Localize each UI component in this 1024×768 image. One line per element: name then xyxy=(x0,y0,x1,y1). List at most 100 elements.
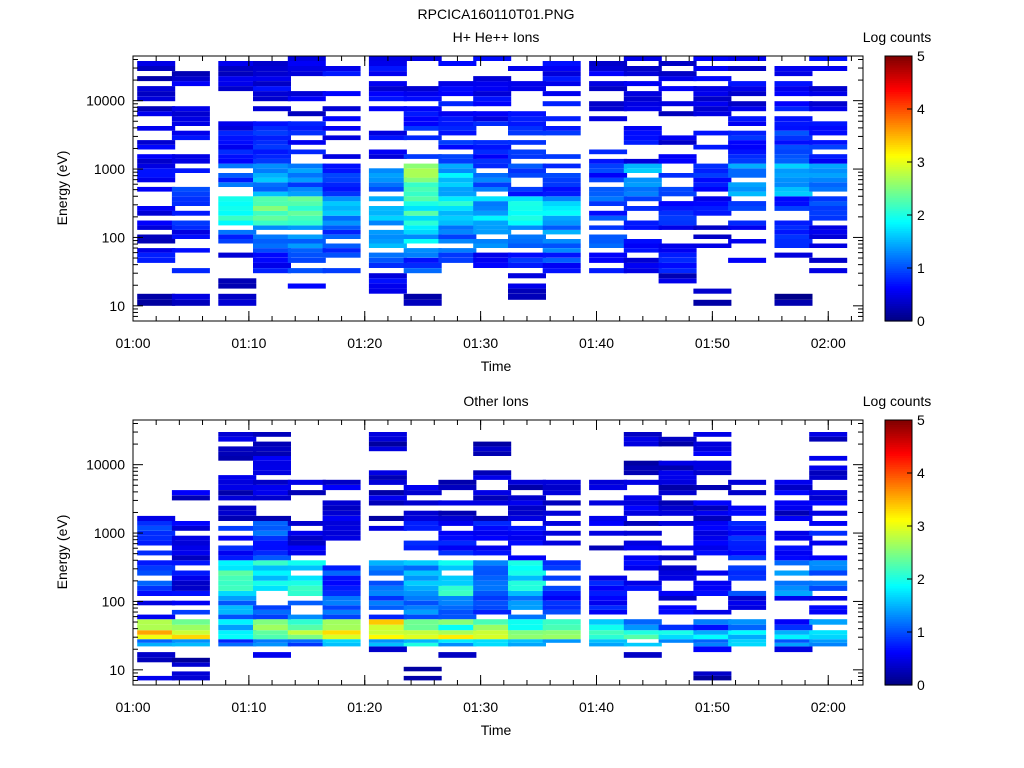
spectrogram-cell xyxy=(438,234,477,239)
spectrogram-cell xyxy=(693,590,732,596)
spectrogram-cell xyxy=(473,609,512,615)
spectrogram-cell xyxy=(368,173,407,178)
spectrogram-cell xyxy=(542,126,581,131)
spectrogram-cell xyxy=(728,186,767,192)
colorbar-segment xyxy=(885,486,912,490)
spectrogram-cell xyxy=(693,182,732,187)
colorbar-segment xyxy=(885,585,912,589)
spectrogram-cell xyxy=(171,201,210,206)
spectrogram-cell xyxy=(542,510,581,516)
spectrogram-cell xyxy=(287,243,326,248)
spectrogram-cell xyxy=(589,158,628,164)
spectrogram-cell xyxy=(171,525,210,531)
spectrogram-cell xyxy=(287,545,326,551)
spectrogram-cell xyxy=(693,550,732,556)
x-tick-label: 01:00 xyxy=(115,335,150,351)
spectrogram-cell xyxy=(438,605,477,610)
spectrogram-cell xyxy=(774,490,813,496)
colorbar-segment xyxy=(885,128,912,132)
spectrogram-cell xyxy=(438,642,477,647)
spectrogram-cell xyxy=(693,86,732,92)
spectrogram-cell xyxy=(623,248,662,253)
spectrogram-cell xyxy=(137,675,176,681)
x-tick-label: 02:00 xyxy=(811,699,846,715)
spectrogram-cell xyxy=(368,61,407,66)
colorbar-segment xyxy=(885,155,912,159)
spectrogram-cell xyxy=(137,580,176,586)
spectrogram-cell xyxy=(438,540,477,546)
spectrogram-cell xyxy=(253,234,291,239)
spectrogram-cell xyxy=(589,168,628,173)
spectrogram-cell xyxy=(589,639,628,643)
spectrogram-cell xyxy=(658,257,697,263)
colorbar-segment xyxy=(885,559,912,562)
spectrogram-cell xyxy=(253,252,291,258)
spectrogram-cell xyxy=(728,239,767,244)
spectrogram-cell xyxy=(508,510,546,516)
spectrogram-cell xyxy=(218,201,257,206)
spectrogram-cell xyxy=(438,479,477,485)
colorbar-segment xyxy=(885,67,912,70)
spectrogram-cell xyxy=(589,234,628,239)
spectrogram-cell xyxy=(508,206,546,211)
spectrogram-cell xyxy=(809,585,848,591)
spectrogram-cell xyxy=(473,500,512,506)
spectrogram-cell xyxy=(658,135,697,141)
spectrogram-cell xyxy=(508,163,546,169)
colorbar-segment xyxy=(885,561,912,565)
spectrogram-cell xyxy=(137,642,176,647)
spectrogram-cell xyxy=(589,485,628,491)
colorbar-segment xyxy=(885,431,912,434)
spectrogram-cell xyxy=(542,540,581,546)
spectrogram-cell xyxy=(508,565,546,571)
spectrogram-cell xyxy=(542,585,581,591)
spectrogram-cell xyxy=(658,639,697,643)
spectrogram-cell xyxy=(253,158,291,164)
colorbar-segment xyxy=(885,199,912,203)
spectrogram-cell xyxy=(218,495,257,501)
spectrogram-cell xyxy=(542,624,581,631)
colorbar-segment xyxy=(885,109,912,112)
spectrogram-cell xyxy=(403,168,442,173)
spectrogram-cell xyxy=(438,596,477,601)
spectrogram-cell xyxy=(322,210,361,216)
spectrogram-cell xyxy=(542,605,581,610)
spectrogram-cell xyxy=(287,239,326,244)
spectrogram-cell xyxy=(368,91,407,97)
spectrogram-cell xyxy=(809,560,848,566)
colorbar-tick-label: 5 xyxy=(917,412,925,428)
spectrogram-cell xyxy=(171,624,210,631)
spectrogram-cell xyxy=(438,61,477,66)
spectrogram-cell xyxy=(589,596,628,601)
spectrogram-cell xyxy=(218,614,257,620)
colorbar-segment xyxy=(885,614,912,618)
spectrogram-cell xyxy=(438,521,477,526)
spectrogram-cell xyxy=(728,116,767,122)
spectrogram-cell xyxy=(542,634,581,640)
spectrogram-cell xyxy=(728,191,767,197)
spectrogram-cell xyxy=(322,609,361,615)
spectrogram-cell xyxy=(508,505,546,511)
spectrogram-cell xyxy=(508,81,546,87)
spectrogram-cell xyxy=(693,530,732,536)
spectrogram-cell xyxy=(287,535,326,541)
colorbar-segment xyxy=(885,645,912,649)
spectrogram-cell xyxy=(253,71,291,77)
spectrogram-cell xyxy=(508,86,546,92)
spectrogram-cell xyxy=(774,149,813,155)
spectrogram-cell xyxy=(623,81,662,87)
spectrogram-cell xyxy=(171,191,210,197)
spectrogram-cell xyxy=(438,144,477,150)
spectrogram-cell xyxy=(218,630,257,635)
colorbar-tick-label: 3 xyxy=(917,154,925,170)
spectrogram-cell xyxy=(287,268,326,274)
spectrogram-cell xyxy=(287,140,326,145)
spectrogram-cell xyxy=(508,149,546,155)
spectrogram-cell xyxy=(137,652,176,658)
colorbar-segment xyxy=(885,159,912,163)
spectrogram-cell xyxy=(473,196,512,202)
colorbar-frame xyxy=(884,419,913,686)
colorbar-segment xyxy=(885,627,912,631)
spectrogram-cell xyxy=(403,540,442,546)
